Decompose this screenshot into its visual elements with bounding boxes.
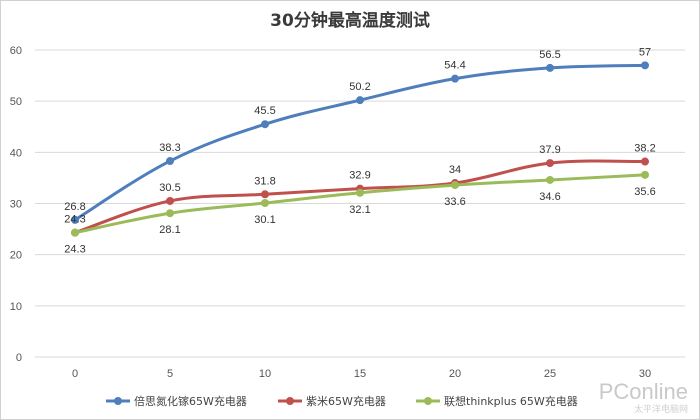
series-3-point [261, 198, 269, 207]
watermark-logo: PConline [599, 379, 688, 404]
series-2-data-label: 24.3 [64, 214, 85, 226]
y-tick-label: 20 [10, 250, 22, 262]
series-2-data-label: 31.8 [254, 175, 275, 187]
x-tick-label: 15 [354, 368, 366, 380]
y-tick-label: 30 [10, 199, 22, 211]
series-1-point [546, 63, 554, 72]
x-tick-label: 20 [449, 368, 461, 380]
series-1-data-label: 38.3 [159, 142, 180, 154]
x-tick-label: 30 [639, 368, 651, 380]
legend-swatch-marker [114, 397, 122, 405]
y-tick-label: 50 [10, 96, 22, 108]
grid-lines [35, 49, 685, 358]
series-3-data-label: 35.6 [634, 186, 655, 198]
series-lines [71, 61, 649, 237]
series-2-data-label: 34 [449, 164, 461, 176]
y-tick-label: 40 [10, 147, 22, 159]
y-tick-label: 0 [16, 352, 22, 364]
series-2-point [166, 196, 174, 205]
series-1-data-label: 56.5 [539, 49, 560, 61]
y-axis-ticks: 0 10 20 30 40 50 60 [10, 45, 22, 364]
series-3-point [546, 175, 554, 184]
series-2-data-label: 32.9 [349, 170, 370, 182]
series-3-point [166, 209, 174, 218]
data-labels: 26.8 38.3 45.5 50.2 54.4 56.5 57 24.3 30.5 31.8 32… [64, 46, 655, 255]
series-1-data-label: 26.8 [64, 201, 85, 213]
series-1-point [261, 120, 269, 129]
x-tick-label: 10 [259, 368, 271, 380]
series-2-point [261, 190, 269, 199]
series-3-data-label: 33.6 [444, 196, 465, 208]
series-1-data-label: 50.2 [349, 81, 370, 93]
series-2-point [641, 157, 649, 166]
series-3-data-label: 24.3 [64, 244, 85, 256]
series-3-point [641, 170, 649, 179]
series-1-data-label: 57 [639, 46, 651, 58]
legend-entry-label: 倍思氮化镓65W充电器 [134, 394, 247, 408]
legend-swatch-marker [424, 397, 432, 405]
series-1-point [641, 61, 649, 70]
x-tick-label: 25 [544, 368, 556, 380]
series-1-point [356, 96, 364, 105]
series-2-data-label: 37.9 [539, 144, 560, 156]
series-3-data-label: 32.1 [349, 204, 370, 216]
x-tick-label: 0 [72, 368, 78, 380]
series-1-data-label: 45.5 [254, 105, 275, 117]
series-2-point [546, 159, 554, 168]
watermark: PConline 太平洋电脑网 [599, 379, 688, 415]
series-3-point [356, 188, 364, 197]
x-axis-ticks: 0 5 10 15 20 25 30 [72, 368, 651, 380]
series-3-data-label: 30.1 [254, 214, 275, 226]
series-1-point [451, 74, 459, 83]
y-tick-label: 60 [10, 45, 22, 57]
legend-entry-label: 紫米65W充电器 [306, 394, 386, 408]
x-tick-label: 5 [167, 368, 173, 380]
y-tick-label: 10 [10, 301, 22, 313]
series-3-data-label: 28.1 [159, 224, 180, 236]
legend-entry-label: 联想thinkplus 65W充电器 [444, 394, 578, 408]
chart-title: 30分钟最高温度测试 [270, 10, 430, 31]
series-1-point [71, 215, 79, 224]
legend: 倍思氮化镓65W充电器 紫米65W充电器 联想thinkplus 65W充电器 [106, 394, 578, 408]
legend-swatch-marker [286, 397, 294, 405]
series-2-data-label: 30.5 [159, 182, 180, 194]
series-2-data-label: 38.2 [634, 143, 655, 155]
series-3-data-label: 34.6 [539, 191, 560, 203]
watermark-subtitle: 太平洋电脑网 [634, 403, 688, 415]
series-1-data-label: 54.4 [444, 60, 465, 72]
series-3-point [71, 228, 79, 237]
series-1-point [166, 157, 174, 166]
series-3-point [451, 181, 459, 190]
